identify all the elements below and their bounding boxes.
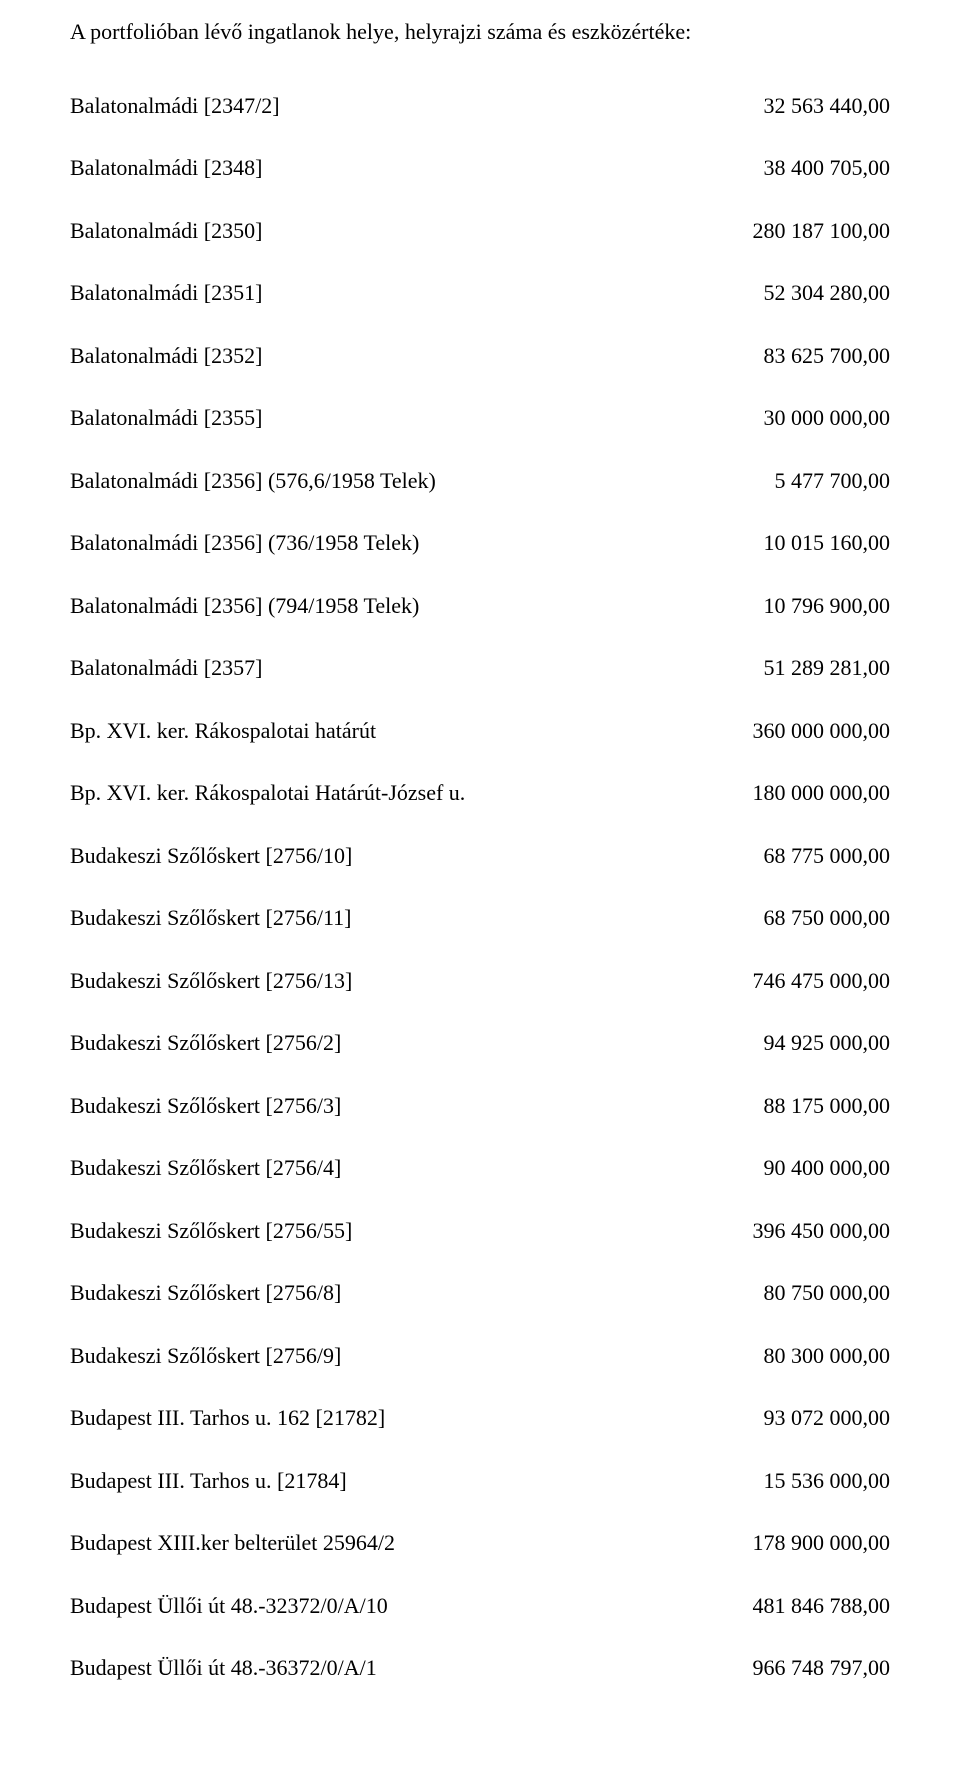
property-value: 280 187 100,00 (753, 217, 891, 245)
property-label: Budakeszi Szőlőskert [2756/4] (70, 1154, 764, 1182)
property-label: Budapest III. Tarhos u. [21784] (70, 1467, 764, 1495)
property-row: Budakeszi Szőlőskert [2756/11]68 750 000… (70, 904, 890, 932)
property-value: 360 000 000,00 (753, 717, 891, 745)
property-label: Budakeszi Szőlőskert [2756/10] (70, 842, 764, 870)
property-value: 966 748 797,00 (753, 1654, 891, 1682)
property-row: Balatonalmádi [2356] (794/1958 Telek)10 … (70, 592, 890, 620)
property-label: Balatonalmádi [2356] (794/1958 Telek) (70, 592, 764, 620)
property-row: Balatonalmádi [2355]30 000 000,00 (70, 404, 890, 432)
property-row: Bp. XVI. ker. Rákospalotai Határút-Józse… (70, 779, 890, 807)
property-label: Budakeszi Szőlőskert [2756/13] (70, 967, 753, 995)
property-label: Balatonalmádi [2352] (70, 342, 764, 370)
property-row: Balatonalmádi [2356] (576,6/1958 Telek)5… (70, 467, 890, 495)
property-label: Bp. XVI. ker. Rákospalotai határút (70, 717, 753, 745)
property-value: 15 536 000,00 (764, 1467, 891, 1495)
property-row: Budakeszi Szőlőskert [2756/2]94 925 000,… (70, 1029, 890, 1057)
property-value: 51 289 281,00 (764, 654, 891, 682)
property-row: Budapest Üllői út 48.-36372/0/A/1966 748… (70, 1654, 890, 1682)
property-row: Budakeszi Szőlőskert [2756/3]88 175 000,… (70, 1092, 890, 1120)
property-row: Bp. XVI. ker. Rákospalotai határút360 00… (70, 717, 890, 745)
property-row: Balatonalmádi [2351]52 304 280,00 (70, 279, 890, 307)
property-value: 178 900 000,00 (753, 1529, 891, 1557)
property-label: Budakeszi Szőlőskert [2756/55] (70, 1217, 753, 1245)
property-label: Balatonalmádi [2350] (70, 217, 753, 245)
property-value: 32 563 440,00 (764, 92, 891, 120)
property-label: Budakeszi Szőlőskert [2756/11] (70, 904, 764, 932)
property-label: Budapest XIII.ker belterület 25964/2 (70, 1529, 753, 1557)
property-value: 68 775 000,00 (764, 842, 891, 870)
property-label: Budakeszi Szőlőskert [2756/9] (70, 1342, 764, 1370)
property-label: Budakeszi Szőlőskert [2756/8] (70, 1279, 764, 1307)
property-label: Balatonalmádi [2357] (70, 654, 764, 682)
property-list: Balatonalmádi [2347/2]32 563 440,00Balat… (70, 92, 890, 1682)
property-row: Budapest III. Tarhos u. 162 [21782]93 07… (70, 1404, 890, 1432)
property-label: Balatonalmádi [2355] (70, 404, 764, 432)
property-label: Budakeszi Szőlőskert [2756/3] (70, 1092, 764, 1120)
property-value: 80 750 000,00 (764, 1279, 891, 1307)
property-value: 5 477 700,00 (775, 467, 891, 495)
property-value: 94 925 000,00 (764, 1029, 891, 1057)
property-value: 52 304 280,00 (764, 279, 891, 307)
property-value: 88 175 000,00 (764, 1092, 891, 1120)
property-value: 481 846 788,00 (753, 1592, 891, 1620)
property-row: Balatonalmádi [2348]38 400 705,00 (70, 154, 890, 182)
property-label: Balatonalmádi [2356] (736/1958 Telek) (70, 529, 764, 557)
property-value: 10 015 160,00 (764, 529, 891, 557)
property-row: Balatonalmádi [2356] (736/1958 Telek)10 … (70, 529, 890, 557)
property-value: 68 750 000,00 (764, 904, 891, 932)
property-row: Budapest XIII.ker belterület 25964/2178 … (70, 1529, 890, 1557)
property-value: 10 796 900,00 (764, 592, 891, 620)
property-row: Budakeszi Szőlőskert [2756/10]68 775 000… (70, 842, 890, 870)
property-row: Budakeszi Szőlőskert [2756/55]396 450 00… (70, 1217, 890, 1245)
property-value: 746 475 000,00 (753, 967, 891, 995)
property-row: Budakeszi Szőlőskert [2756/8]80 750 000,… (70, 1279, 890, 1307)
property-value: 90 400 000,00 (764, 1154, 891, 1182)
property-row: Budapest III. Tarhos u. [21784]15 536 00… (70, 1467, 890, 1495)
property-label: Bp. XVI. ker. Rákospalotai Határút-Józse… (70, 779, 753, 807)
property-row: Budakeszi Szőlőskert [2756/9]80 300 000,… (70, 1342, 890, 1370)
property-row: Balatonalmádi [2357]51 289 281,00 (70, 654, 890, 682)
property-value: 30 000 000,00 (764, 404, 891, 432)
property-value: 83 625 700,00 (764, 342, 891, 370)
property-row: Balatonalmádi [2347/2]32 563 440,00 (70, 92, 890, 120)
property-label: Budakeszi Szőlőskert [2756/2] (70, 1029, 764, 1057)
property-value: 38 400 705,00 (764, 154, 891, 182)
property-label: Budapest Üllői út 48.-36372/0/A/1 (70, 1654, 753, 1682)
property-value: 93 072 000,00 (764, 1404, 891, 1432)
property-label: Budapest III. Tarhos u. 162 [21782] (70, 1404, 764, 1432)
property-label: Budapest Üllői út 48.-32372/0/A/10 (70, 1592, 753, 1620)
page-title: A portfolióban lévő ingatlanok helye, he… (70, 18, 890, 46)
property-row: Balatonalmádi [2352]83 625 700,00 (70, 342, 890, 370)
property-row: Balatonalmádi [2350]280 187 100,00 (70, 217, 890, 245)
property-row: Budapest Üllői út 48.-32372/0/A/10481 84… (70, 1592, 890, 1620)
property-row: Budakeszi Szőlőskert [2756/4]90 400 000,… (70, 1154, 890, 1182)
property-value: 396 450 000,00 (753, 1217, 891, 1245)
property-label: Balatonalmádi [2351] (70, 279, 764, 307)
property-label: Balatonalmádi [2356] (576,6/1958 Telek) (70, 467, 775, 495)
property-value: 180 000 000,00 (753, 779, 891, 807)
property-value: 80 300 000,00 (764, 1342, 891, 1370)
property-label: Balatonalmádi [2348] (70, 154, 764, 182)
property-label: Balatonalmádi [2347/2] (70, 92, 764, 120)
property-row: Budakeszi Szőlőskert [2756/13]746 475 00… (70, 967, 890, 995)
